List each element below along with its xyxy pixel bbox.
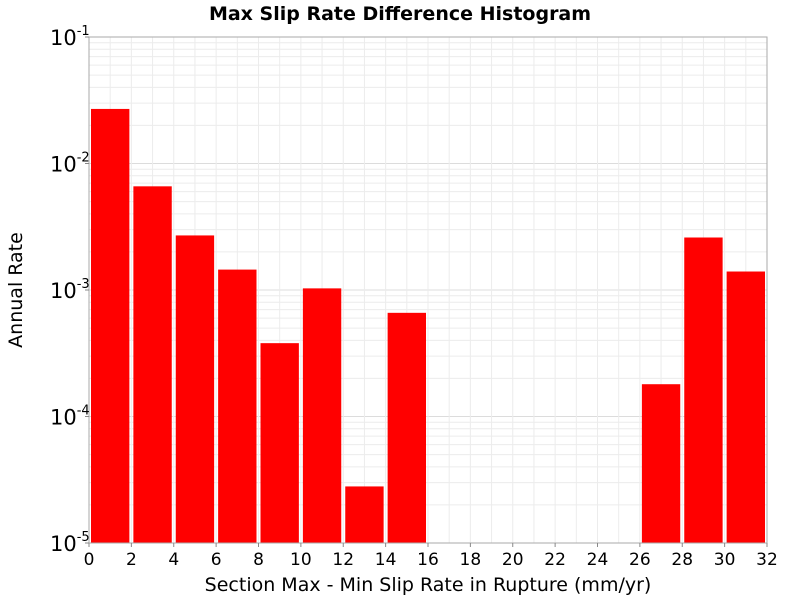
histogram-bar [91, 108, 130, 543]
x-tick-label: 10 [290, 550, 312, 570]
histogram-bar [345, 486, 384, 543]
histogram-bar [684, 237, 723, 544]
x-tick-label: 30 [714, 550, 736, 570]
x-tick-label: 28 [671, 550, 693, 570]
x-tick-label: 22 [544, 550, 566, 570]
x-axis-label: Section Max - Min Slip Rate in Rupture (… [205, 574, 652, 596]
x-tick-label: 18 [460, 550, 482, 570]
histogram-bar [218, 269, 257, 543]
y-tick-label: 10-4 [50, 404, 90, 430]
chart-title: Max Slip Rate Difference Histogram [209, 3, 591, 25]
x-axis-ticks: 0 2 4 6 8 10 12 14 16 18 20 22 24 26 28 30 32 [84, 543, 778, 570]
x-tick-label: 8 [253, 550, 264, 570]
x-tick-label: 26 [629, 550, 651, 570]
x-tick-label: 32 [756, 550, 778, 570]
histogram-bar [726, 271, 765, 543]
histogram-bar [387, 312, 426, 543]
histogram-bar [260, 343, 299, 543]
y-tick-label: 10-1 [50, 24, 90, 50]
y-axis-label: Annual Rate [5, 232, 27, 348]
x-tick-label: 4 [168, 550, 179, 570]
histogram-bar [133, 186, 172, 543]
histogram-bar [641, 384, 681, 543]
x-tick-label: 6 [211, 550, 222, 570]
x-tick-label: 14 [375, 550, 397, 570]
x-tick-label: 0 [84, 550, 95, 570]
x-tick-label: 24 [587, 550, 609, 570]
x-tick-label: 20 [502, 550, 524, 570]
y-tick-label: 10-3 [50, 277, 90, 303]
y-axis-ticks: 10-110-210-310-410-5 [50, 24, 90, 556]
x-tick-label: 16 [417, 550, 439, 570]
histogram-bar [302, 288, 342, 543]
histogram-bar [175, 235, 215, 543]
bars-group [91, 108, 765, 544]
y-tick-label: 10-2 [50, 151, 90, 177]
x-tick-label: 12 [332, 550, 354, 570]
x-tick-label: 2 [126, 550, 137, 570]
